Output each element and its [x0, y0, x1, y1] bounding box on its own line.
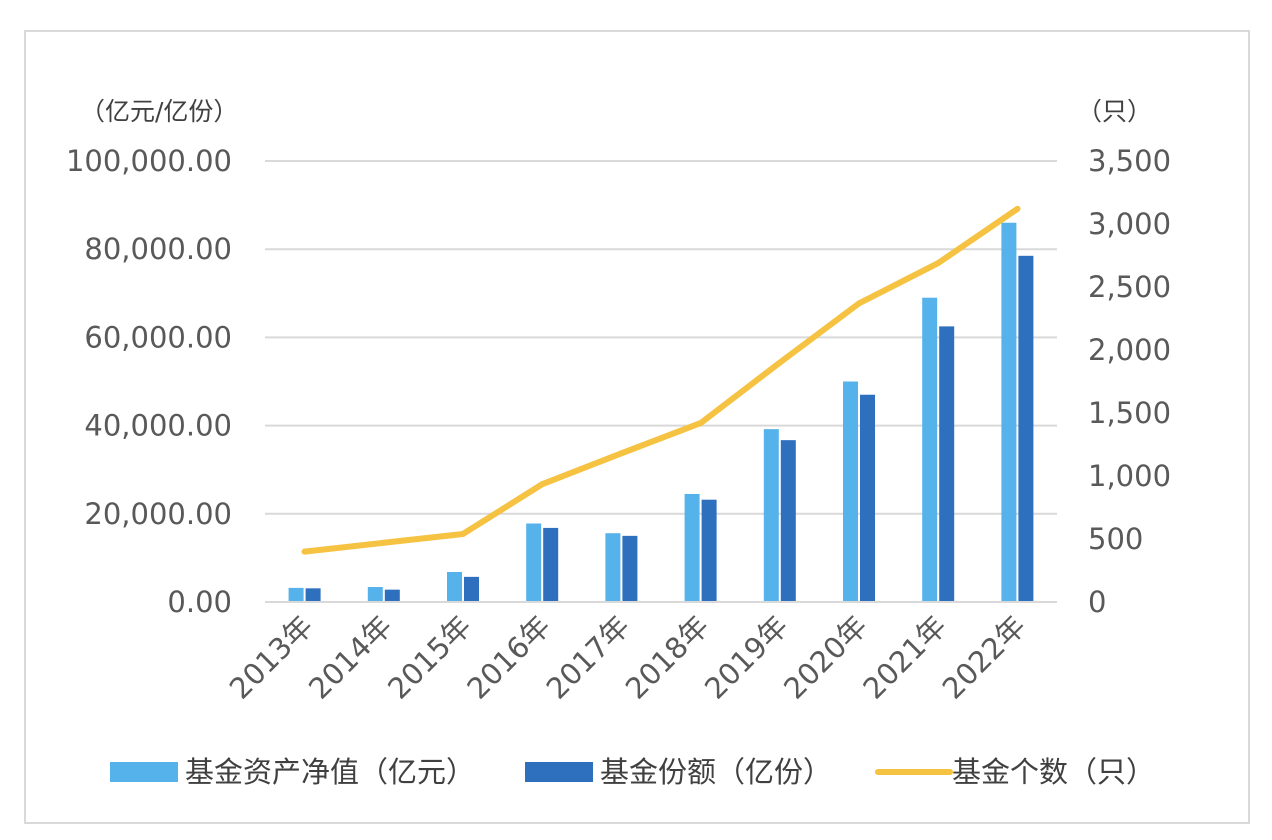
x-tick-label: 2017年: [540, 609, 637, 706]
right-tick-label: 2,500: [1088, 270, 1171, 304]
x-tick-label: 2021年: [856, 609, 953, 706]
count-series-line: [301, 205, 1021, 555]
count-point-6: [776, 359, 783, 366]
right-tick-label: 0: [1088, 585, 1106, 619]
legend-swatch-0: [110, 762, 178, 782]
bar-net-asset-5: [684, 493, 700, 602]
left-tick-label: 100,000.00: [66, 144, 232, 178]
left-tick-label: 40,000.00: [84, 409, 232, 443]
bar-net-asset-3: [526, 523, 542, 602]
x-tick-label: 2020年: [777, 609, 874, 706]
x-tick-label: 2018年: [619, 609, 716, 706]
right-tick-label: 1,500: [1088, 396, 1171, 430]
bar-net-asset-4: [605, 533, 621, 602]
bars: [288, 222, 1034, 603]
bar-share-0: [305, 588, 321, 602]
bar-net-asset-9: [1001, 222, 1017, 603]
count-point-0: [301, 548, 308, 555]
right-tick-label: 3,500: [1088, 144, 1171, 178]
bar-share-1: [384, 589, 400, 602]
left-tick-label: 80,000.00: [84, 232, 232, 266]
x-tick-label: 2022年: [936, 609, 1033, 706]
chart-frame: [24, 30, 1250, 824]
bar-net-asset-0: [288, 587, 304, 602]
right-tick-label: 2,000: [1088, 333, 1171, 367]
bar-share-9: [1018, 255, 1034, 602]
bar-share-4: [622, 535, 638, 602]
bar-share-3: [543, 527, 559, 602]
legend-label-2: 基金个数（只）: [952, 755, 1155, 789]
count-line: [301, 205, 1021, 555]
right-tick-label: 3,000: [1088, 207, 1171, 241]
bar-net-asset-1: [367, 587, 383, 602]
bar-net-asset-7: [843, 381, 858, 602]
bar-share-7: [860, 394, 875, 602]
count-point-8: [935, 260, 942, 267]
legend-label-1: 基金份额（亿份）: [600, 755, 832, 789]
right-axis-unit: （只）: [1077, 97, 1152, 126]
count-point-3: [539, 481, 546, 488]
x-tick-label: 2016年: [460, 609, 557, 706]
x-tick-label: 2015年: [381, 609, 478, 706]
bar-net-asset-2: [447, 572, 462, 602]
count-point-2: [460, 530, 466, 537]
bar-net-asset-6: [763, 429, 779, 602]
count-point-9: [1014, 205, 1021, 212]
legend-label-0: 基金资产净值（亿元）: [185, 755, 475, 789]
bar-net-asset-8: [922, 297, 938, 602]
left-tick-label: 60,000.00: [84, 320, 232, 354]
bar-share-8: [939, 326, 955, 602]
left-tick-label: 0.00: [167, 585, 232, 619]
x-tick-label: 2013年: [223, 609, 320, 706]
left-axis-ticks: 0.00 20,000.00 40,000.00 60,000.00 80,000.00…: [66, 144, 232, 619]
count-point-7: [856, 300, 862, 307]
x-tick-label: 2014年: [302, 609, 399, 706]
bar-share-5: [701, 499, 717, 602]
right-tick-label: 1,000: [1088, 459, 1171, 493]
left-tick-label: 20,000.00: [84, 497, 232, 531]
legend: 基金资产净值（亿元） 基金份额（亿份） 基金个数（只）: [110, 755, 1155, 789]
count-point-5: [697, 420, 704, 427]
right-axis-ticks: 0 500 1,000 1,500 2,000 2,500 3,000 3,500: [1088, 144, 1171, 619]
gridlines: [265, 160, 1057, 515]
count-point-1: [380, 539, 387, 546]
bar-share-6: [780, 440, 796, 602]
x-axis-ticks: 2013年2014年2015年2016年2017年2018年2019年2020年…: [223, 609, 1033, 706]
legend-swatch-1: [525, 762, 593, 782]
count-point-4: [618, 450, 625, 457]
right-tick-label: 500: [1088, 522, 1143, 556]
bar-share-2: [464, 576, 479, 602]
left-axis-unit: （亿元/亿份）: [80, 97, 238, 126]
x-tick-label: 2019年: [698, 609, 795, 706]
